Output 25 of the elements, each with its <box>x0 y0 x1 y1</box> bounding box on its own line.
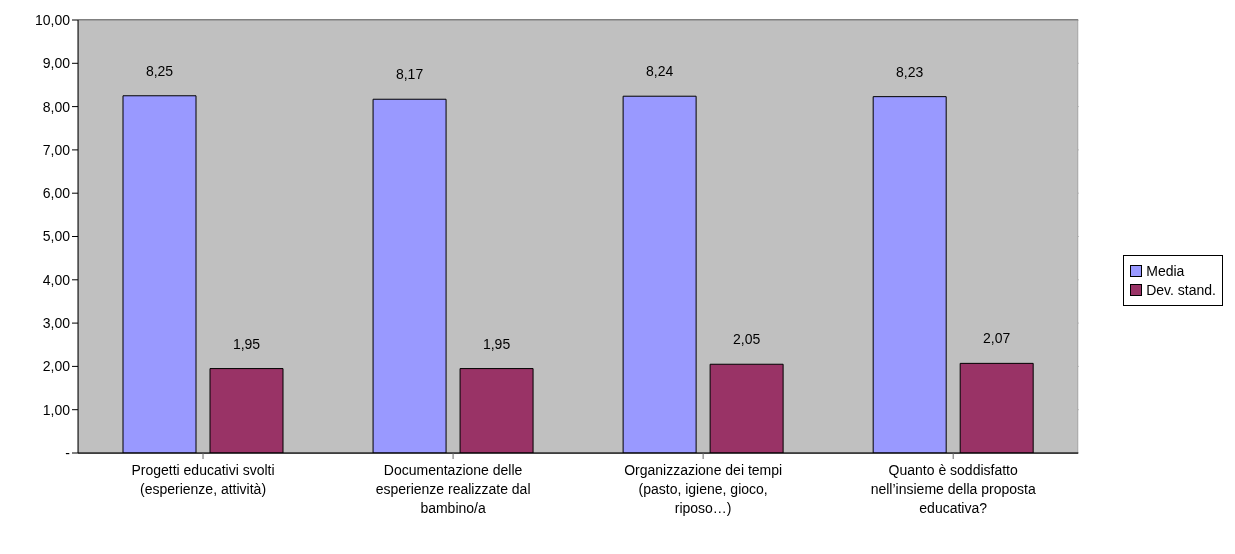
data-label: 1,95 <box>482 335 511 352</box>
x-tick-label: Progetti educativi svolti (esperienze, attività) <box>131 462 275 497</box>
data-label: 2,05 <box>732 331 761 348</box>
x-tick-label: Documentazione delle esperienze realizzate dal bambino/a <box>375 462 531 516</box>
data-label: 8,23 <box>896 63 924 80</box>
y-tick-label: 9,00 <box>42 55 71 72</box>
y-tick-label: 5,00 <box>42 228 71 245</box>
data-label: 2,07 <box>983 330 1011 347</box>
y-tick-label: 1,00 <box>42 401 71 418</box>
y-tick-label: 6,00 <box>42 185 71 202</box>
y-tick-label: 10,00 <box>34 11 71 28</box>
data-label: 8,24 <box>645 63 674 80</box>
x-tick-label: Organizzazione dei tempi (pasto, igiene, gioco, riposo…) <box>624 462 783 516</box>
data-label: 1,95 <box>232 335 261 352</box>
y-tick-label: 4,00 <box>42 271 71 288</box>
y-tick-label: 8,00 <box>42 98 71 115</box>
y-tick-label: 3,00 <box>42 315 71 332</box>
y-tick-label: 7,00 <box>42 141 71 158</box>
data-label: 8,17 <box>395 66 424 83</box>
legend-label: Dev. stand. <box>1146 282 1216 298</box>
y-tick-label: - <box>65 444 71 461</box>
y-tick-label: 2,00 <box>42 358 71 375</box>
data-label: 8,25 <box>145 62 174 79</box>
x-tick-label: Quanto è soddisfatto nell’insieme della proposta educativa? <box>870 462 1036 516</box>
legend-label: Media <box>1146 263 1185 279</box>
